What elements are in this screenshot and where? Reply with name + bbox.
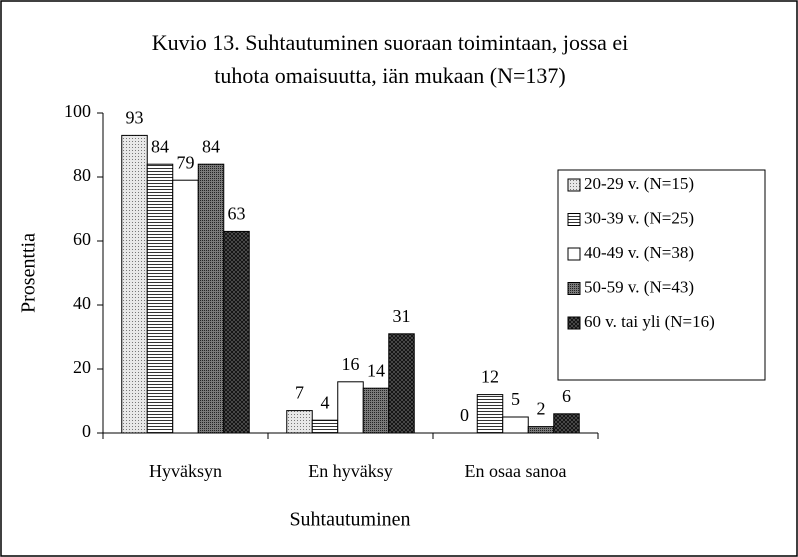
bar bbox=[388, 333, 415, 434]
bar bbox=[311, 419, 339, 434]
chart-title: Kuvio 13. Suhtautuminen suoraan toiminta… bbox=[152, 30, 629, 55]
data-label: 31 bbox=[393, 306, 411, 326]
chart-title: tuhota omaisuutta, iän mukaan (N=137) bbox=[214, 63, 566, 88]
legend-swatch bbox=[567, 213, 581, 226]
bar bbox=[362, 387, 390, 434]
data-label: 4 bbox=[321, 392, 330, 412]
bar bbox=[197, 163, 225, 434]
x-tick-label: Hyväksyn bbox=[149, 461, 222, 481]
legend-label: 60 v. tai yli (N=16) bbox=[584, 312, 715, 331]
bar bbox=[527, 426, 555, 434]
data-label: 0 bbox=[460, 405, 469, 425]
data-label: 93 bbox=[126, 108, 144, 128]
y-tick-label: 60 bbox=[73, 229, 91, 249]
legend-box bbox=[557, 169, 766, 381]
legend-label: 40-49 v. (N=38) bbox=[584, 243, 694, 262]
bar bbox=[146, 163, 174, 434]
data-label: 14 bbox=[367, 360, 385, 380]
x-tick-label: En hyväksy bbox=[308, 461, 393, 481]
legend-swatch bbox=[567, 282, 581, 295]
y-axis-label: Prosenttia bbox=[18, 233, 40, 313]
legend-swatch bbox=[567, 247, 581, 261]
bar bbox=[223, 230, 250, 434]
data-label: 7 bbox=[295, 383, 304, 403]
bar bbox=[337, 381, 364, 434]
legend-swatch bbox=[567, 316, 581, 330]
y-tick-label: 80 bbox=[73, 165, 91, 185]
bar bbox=[121, 134, 148, 434]
bar bbox=[476, 394, 504, 434]
data-label: 84 bbox=[202, 136, 220, 156]
data-label: 84 bbox=[151, 136, 169, 156]
data-label: 5 bbox=[511, 389, 520, 409]
data-label: 79 bbox=[177, 152, 195, 172]
data-label: 12 bbox=[481, 367, 499, 387]
legend-label: 30-39 v. (N=25) bbox=[584, 208, 694, 227]
y-tick-label: 0 bbox=[82, 421, 91, 441]
y-tick-label: 100 bbox=[64, 101, 91, 121]
legend-label: 50-59 v. (N=43) bbox=[584, 277, 694, 296]
bar bbox=[502, 416, 529, 434]
legend-swatch bbox=[567, 178, 581, 192]
bar bbox=[286, 410, 313, 434]
y-tick-label: 20 bbox=[73, 357, 91, 377]
bar bbox=[172, 179, 199, 434]
data-label: 6 bbox=[562, 386, 571, 406]
legend-label: 20-29 v. (N=15) bbox=[584, 174, 694, 193]
x-tick-label: En osaa sanoa bbox=[465, 461, 567, 481]
data-label: 63 bbox=[228, 204, 246, 224]
x-axis-label: Suhtautuminen bbox=[289, 509, 410, 531]
data-label: 2 bbox=[537, 399, 546, 419]
y-tick-label: 40 bbox=[73, 293, 91, 313]
data-label: 16 bbox=[342, 354, 360, 374]
bar bbox=[553, 413, 580, 434]
